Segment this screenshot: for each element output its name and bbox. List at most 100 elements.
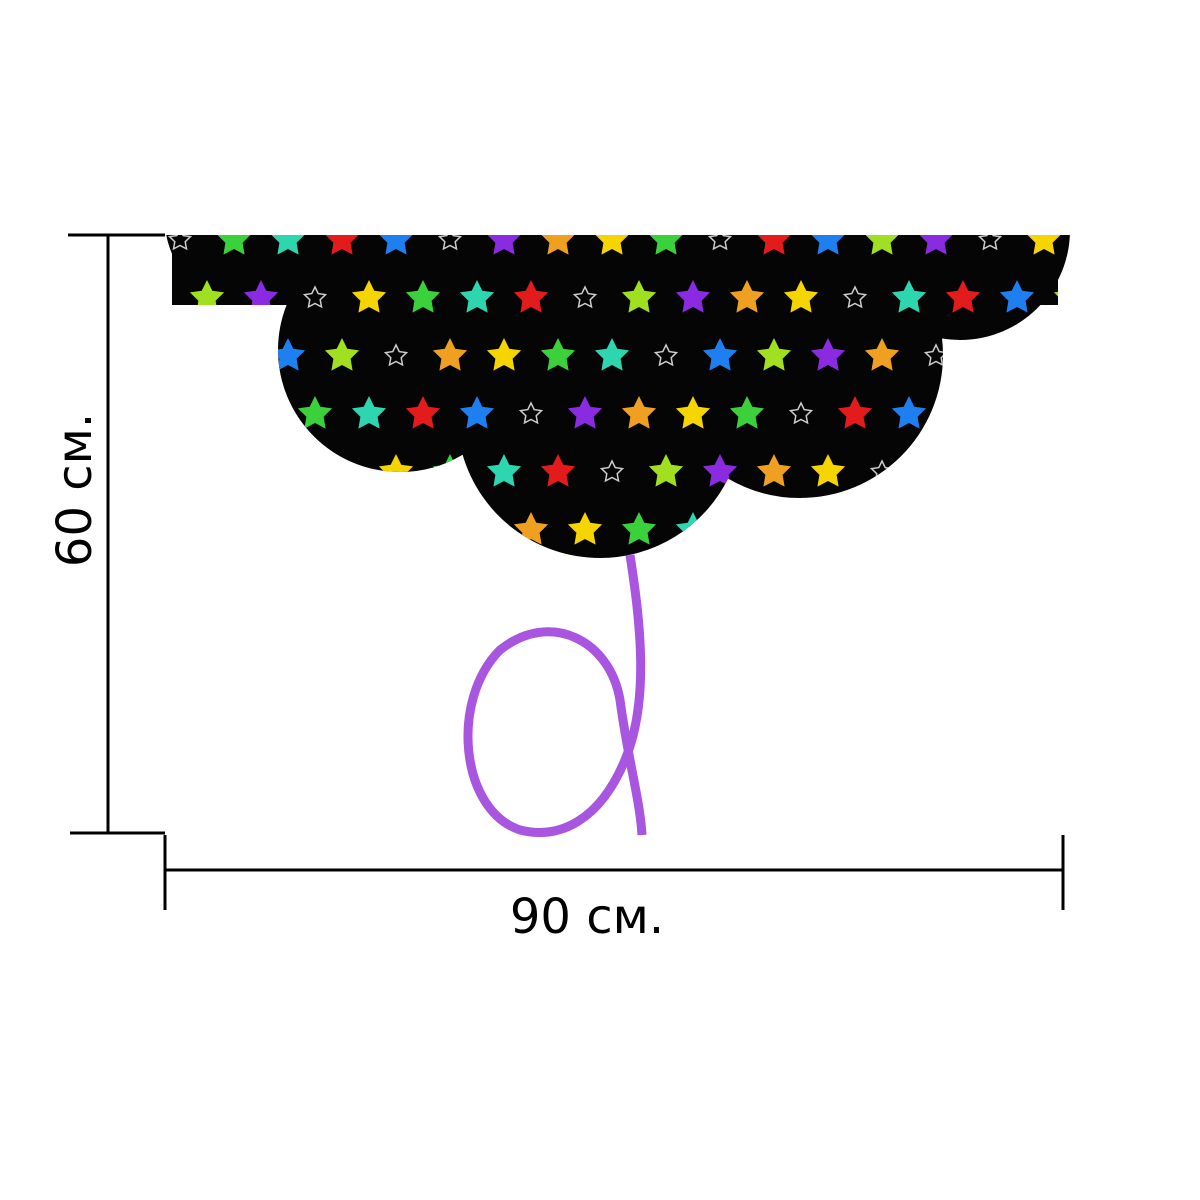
star xyxy=(540,235,576,255)
star xyxy=(189,396,225,429)
star xyxy=(1053,280,1070,313)
star xyxy=(945,396,981,429)
star xyxy=(405,280,441,313)
star xyxy=(729,396,765,429)
star xyxy=(842,285,868,309)
star xyxy=(837,396,873,429)
star xyxy=(216,454,252,487)
star xyxy=(567,396,603,429)
star xyxy=(459,396,495,429)
star xyxy=(675,396,711,429)
star xyxy=(945,280,981,313)
star xyxy=(594,338,630,371)
star xyxy=(351,280,387,313)
star xyxy=(518,401,544,425)
star xyxy=(999,280,1035,313)
star xyxy=(1026,235,1062,255)
star xyxy=(621,280,657,313)
star xyxy=(756,338,792,371)
star xyxy=(945,512,981,545)
star xyxy=(1004,517,1030,541)
star xyxy=(1115,287,1136,307)
star xyxy=(837,512,873,545)
star xyxy=(756,454,792,487)
height-label: 60 см. xyxy=(47,413,103,567)
star xyxy=(270,235,306,255)
star xyxy=(486,338,522,371)
star xyxy=(734,517,760,541)
star xyxy=(891,512,927,545)
star xyxy=(302,285,328,309)
star xyxy=(788,401,814,425)
width-label: 90 см. xyxy=(510,889,664,945)
star xyxy=(783,512,819,545)
star xyxy=(243,280,279,313)
star xyxy=(383,343,409,367)
star xyxy=(486,235,522,255)
star xyxy=(1053,512,1070,545)
star xyxy=(486,454,522,487)
star xyxy=(270,338,306,371)
star xyxy=(572,285,598,309)
star xyxy=(1081,454,1115,487)
star xyxy=(567,512,603,545)
star xyxy=(702,454,738,487)
star xyxy=(405,512,441,545)
star xyxy=(194,517,220,541)
star xyxy=(216,235,252,255)
star xyxy=(165,338,198,371)
star xyxy=(977,235,1003,251)
star xyxy=(216,338,252,371)
star xyxy=(437,235,463,251)
star xyxy=(1108,512,1142,545)
star xyxy=(351,512,387,545)
star xyxy=(783,280,819,313)
star xyxy=(351,396,387,429)
star xyxy=(810,235,846,255)
star xyxy=(1081,338,1115,371)
star xyxy=(891,396,927,429)
star xyxy=(540,454,576,487)
star xyxy=(297,512,333,545)
star xyxy=(999,396,1035,429)
star xyxy=(594,235,630,255)
star xyxy=(621,396,657,429)
star xyxy=(248,401,274,425)
star xyxy=(459,280,495,313)
star xyxy=(972,338,1008,371)
star xyxy=(297,396,333,429)
star xyxy=(432,338,468,371)
star xyxy=(972,454,1008,487)
star xyxy=(1081,222,1115,255)
star xyxy=(918,235,954,255)
star xyxy=(1026,338,1062,371)
star xyxy=(756,235,792,255)
star xyxy=(599,459,625,483)
star xyxy=(729,280,765,313)
star xyxy=(165,454,198,487)
star xyxy=(270,454,306,487)
star xyxy=(864,338,900,371)
star xyxy=(243,512,279,545)
star xyxy=(891,280,927,313)
star xyxy=(810,454,846,487)
star xyxy=(324,338,360,371)
cloud-body xyxy=(165,235,1070,558)
dimension-lines xyxy=(68,233,1065,910)
star xyxy=(378,235,414,255)
star xyxy=(329,459,355,483)
star xyxy=(1026,454,1062,487)
star xyxy=(864,235,900,255)
star xyxy=(675,280,711,313)
cloud xyxy=(165,222,1142,558)
star xyxy=(653,343,679,367)
star xyxy=(648,454,684,487)
star xyxy=(405,396,441,429)
star xyxy=(189,280,225,313)
star xyxy=(621,512,657,545)
star xyxy=(464,517,490,541)
star xyxy=(702,338,738,371)
star xyxy=(810,338,846,371)
star xyxy=(648,235,684,255)
